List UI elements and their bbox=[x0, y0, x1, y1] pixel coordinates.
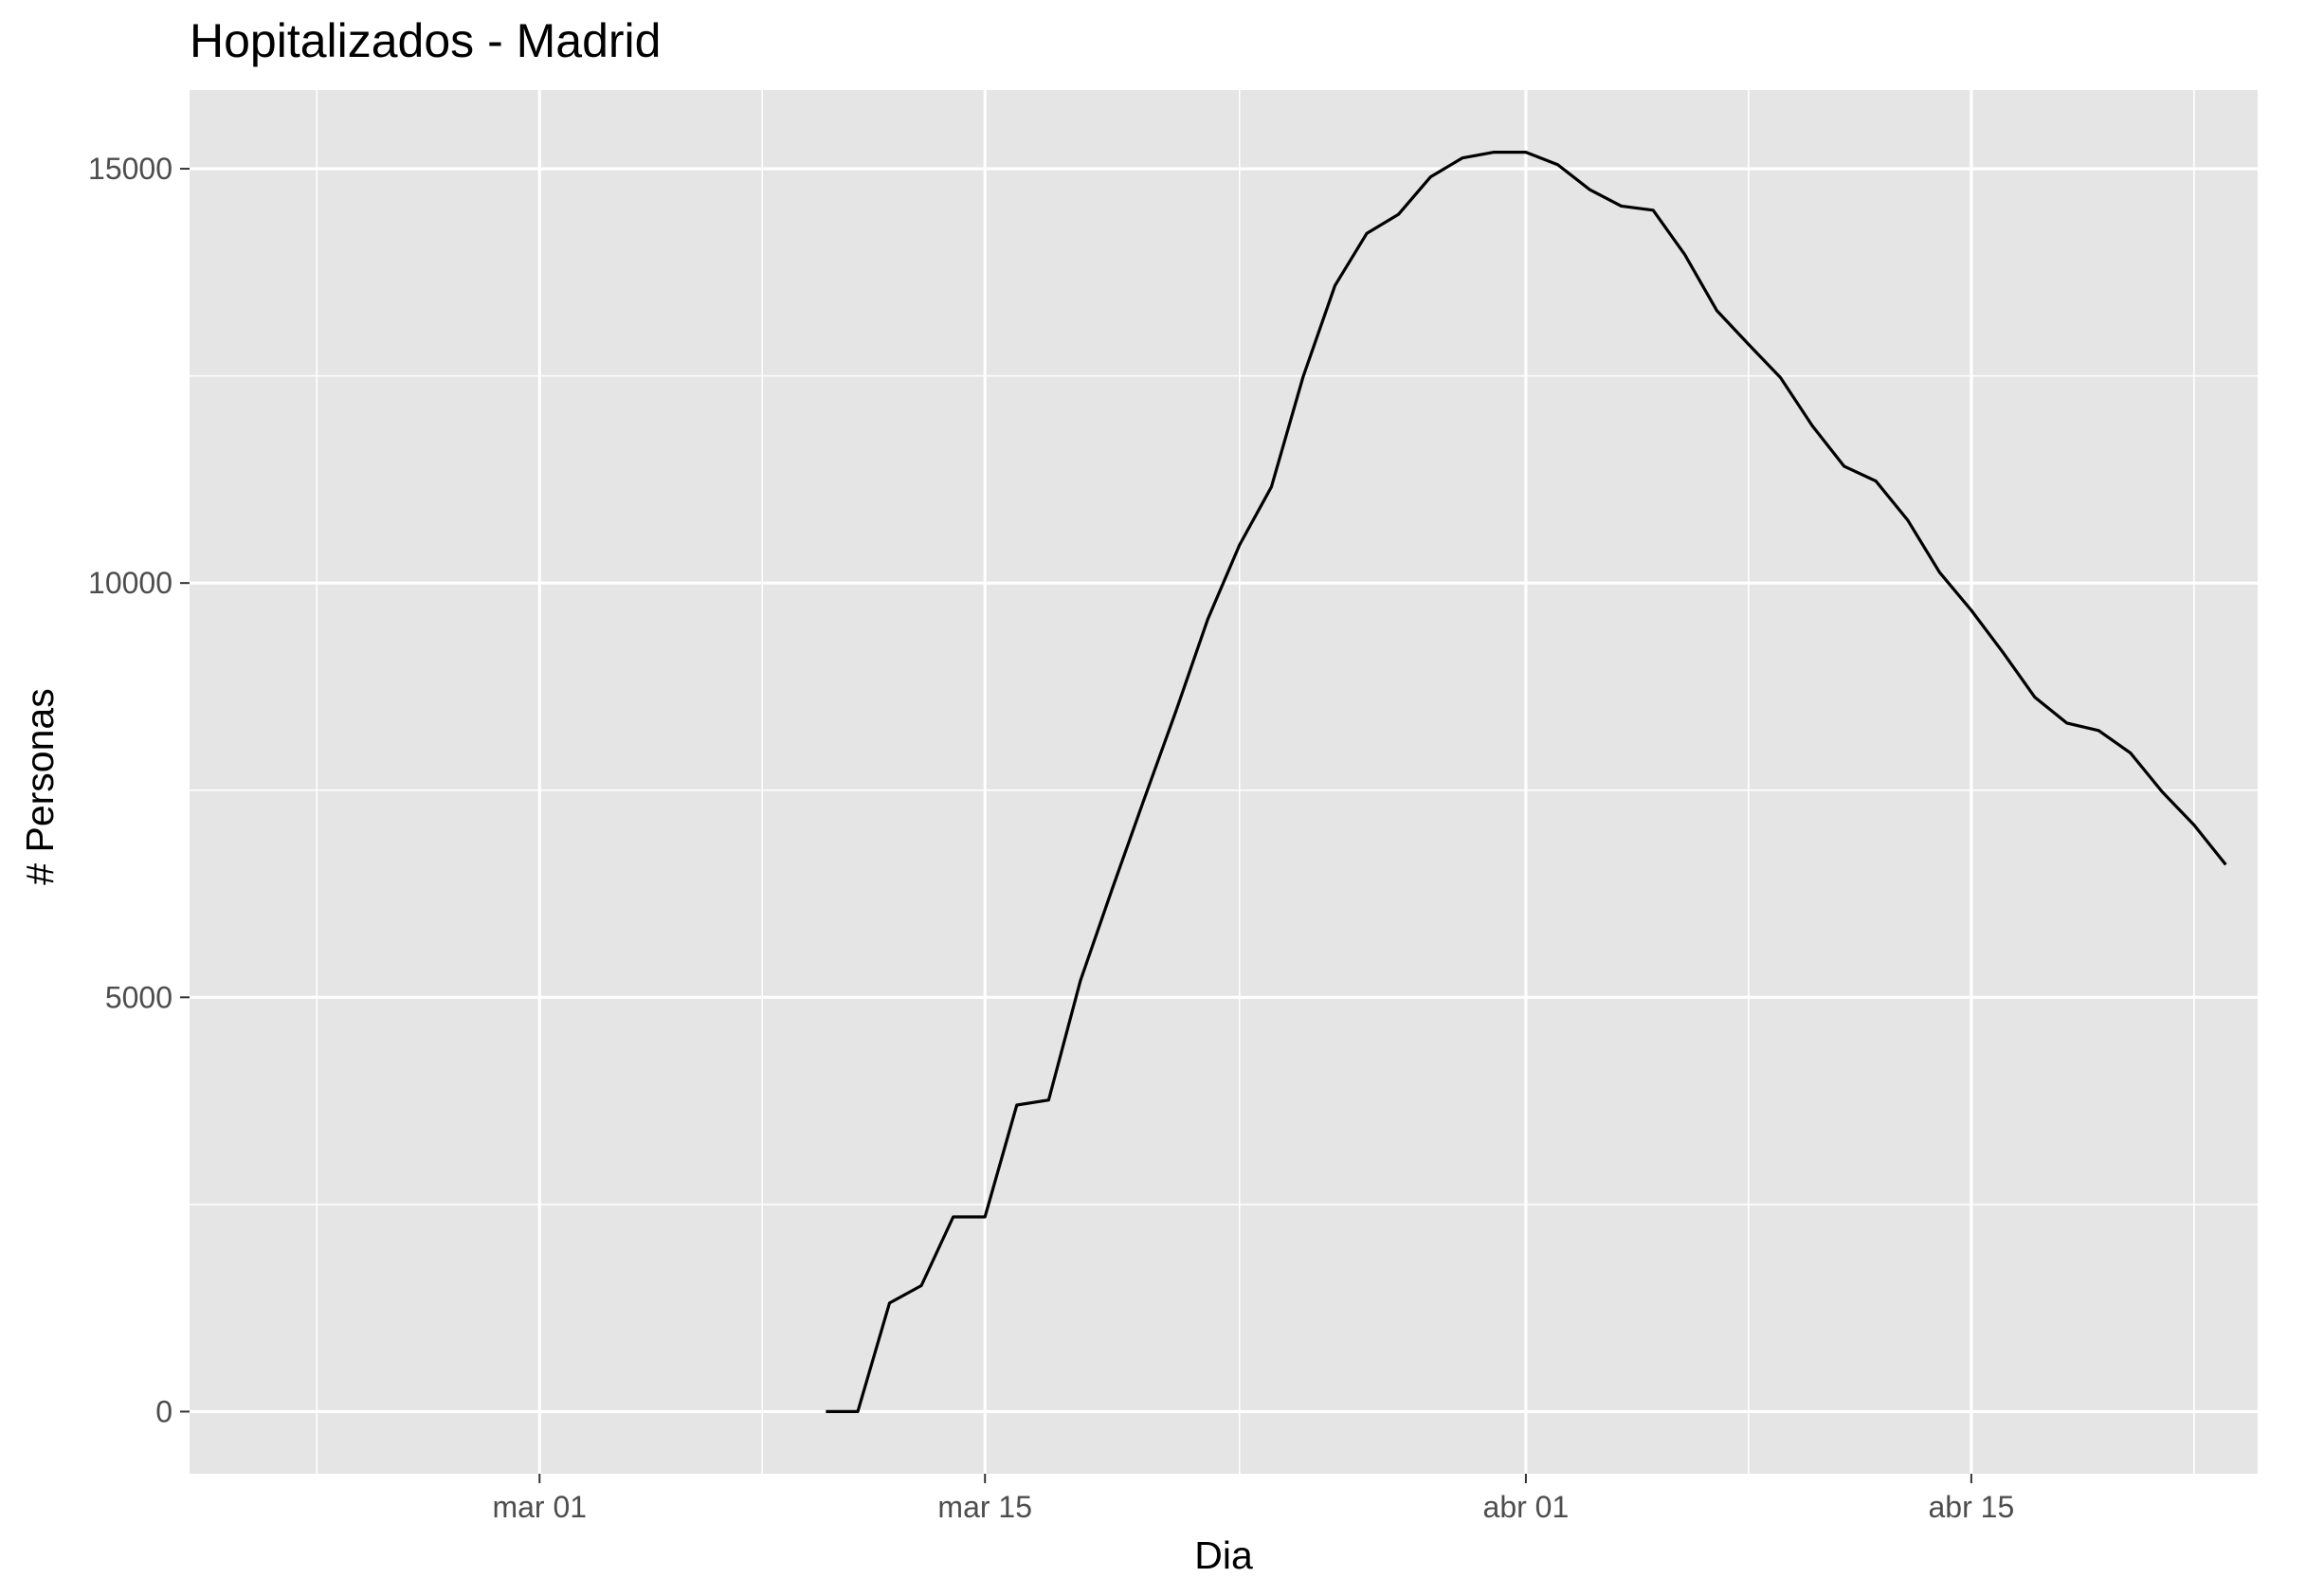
y-tick-label: 15000 bbox=[88, 152, 172, 186]
gridlines bbox=[190, 90, 2258, 1474]
data-layer bbox=[826, 151, 2227, 1414]
x-tick-label: mar 15 bbox=[937, 1490, 1032, 1524]
series-line bbox=[826, 151, 2227, 1414]
chart-title: Hopitalizados - Madrid bbox=[190, 14, 661, 67]
y-tick-label: 10000 bbox=[88, 566, 172, 600]
x-tick-label: mar 01 bbox=[492, 1490, 587, 1524]
y-tick-label: 0 bbox=[155, 1394, 172, 1428]
y-axis-title: # Personas bbox=[18, 688, 62, 884]
axes: 0 5000 10000 15000 mar 01 mar 15 abr 01 abr 15 bbox=[88, 152, 2014, 1524]
y-tick-label: 5000 bbox=[105, 980, 172, 1014]
x-tick-label: abr 15 bbox=[1929, 1490, 2015, 1524]
x-axis-title: Dia bbox=[1194, 1533, 1253, 1577]
plot-panel bbox=[190, 90, 2258, 1474]
x-tick-label: abr 01 bbox=[1483, 1490, 1570, 1524]
